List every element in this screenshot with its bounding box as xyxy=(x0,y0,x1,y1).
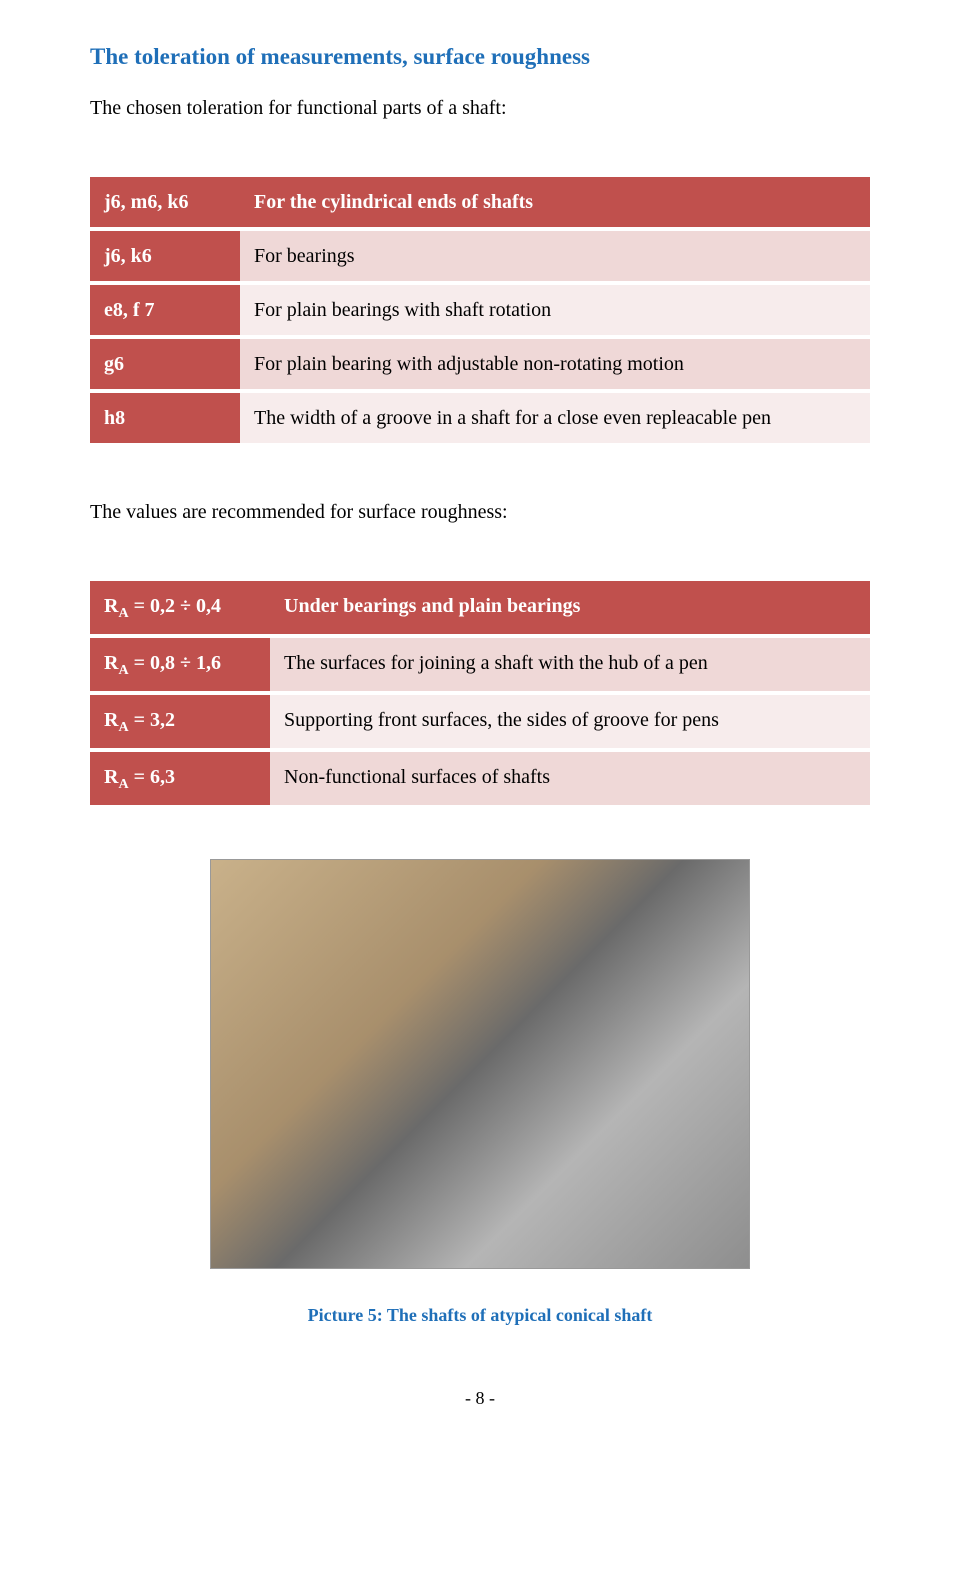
tolerance-code: j6, k6 xyxy=(90,231,240,281)
roughness-value: RA = 0,8 ÷ 1,6 xyxy=(90,638,270,691)
tolerance-code: j6, m6, k6 xyxy=(90,177,240,227)
tolerance-description: For plain bearings with shaft rotation xyxy=(240,285,870,335)
roughness-value: RA = 3,2 xyxy=(90,695,270,748)
mid-text: The values are recommended for surface r… xyxy=(90,497,870,527)
figure-image xyxy=(210,859,750,1269)
intro-text: The chosen toleration for functional par… xyxy=(90,93,870,123)
tolerance-description: For plain bearing with adjustable non-ro… xyxy=(240,339,870,389)
page-number: - 8 - xyxy=(90,1385,870,1412)
toleration-table: j6, m6, k6For the cylindrical ends of sh… xyxy=(90,173,870,447)
figure-caption: Picture 5: The shafts of atypical conica… xyxy=(90,1302,870,1329)
tolerance-code: h8 xyxy=(90,393,240,443)
tolerance-description: For bearings xyxy=(240,231,870,281)
roughness-description: Non-functional surfaces of shafts xyxy=(270,752,870,805)
section-heading: The toleration of measurements, surface … xyxy=(90,40,870,75)
roughness-table: RA = 0,2 ÷ 0,4Under bearings and plain b… xyxy=(90,577,870,809)
roughness-value: RA = 0,2 ÷ 0,4 xyxy=(90,581,270,634)
tolerance-code: g6 xyxy=(90,339,240,389)
roughness-description: The surfaces for joining a shaft with th… xyxy=(270,638,870,691)
tolerance-description: The width of a groove in a shaft for a c… xyxy=(240,393,870,443)
roughness-value: RA = 6,3 xyxy=(90,752,270,805)
tolerance-code: e8, f 7 xyxy=(90,285,240,335)
roughness-description: Under bearings and plain bearings xyxy=(270,581,870,634)
roughness-description: Supporting front surfaces, the sides of … xyxy=(270,695,870,748)
figure: Picture 5: The shafts of atypical conica… xyxy=(90,859,870,1329)
tolerance-description: For the cylindrical ends of shafts xyxy=(240,177,870,227)
